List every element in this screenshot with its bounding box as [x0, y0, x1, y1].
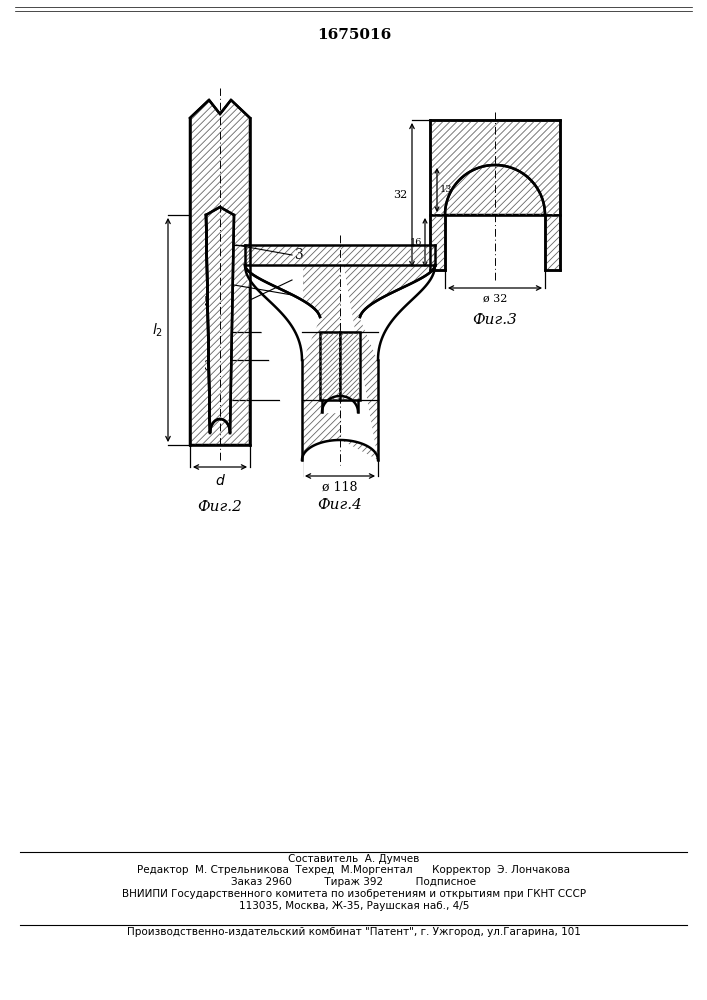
Text: 32: 32 [204, 360, 220, 372]
Text: 113035, Москва, Ж-35, Раушская наб., 4/5: 113035, Москва, Ж-35, Раушская наб., 4/5 [239, 901, 469, 911]
Text: ВНИИПИ Государственного комитета по изобретениям и открытиям при ГКНТ СССР: ВНИИПИ Государственного комитета по изоб… [122, 889, 586, 899]
Text: Редактор  М. Стрельникова  Техред  М.Моргентал      Корректор  Э. Лончакова: Редактор М. Стрельникова Техред М.Морген… [137, 865, 571, 875]
Polygon shape [320, 332, 340, 400]
Polygon shape [445, 165, 545, 215]
Text: 1: 1 [295, 288, 304, 302]
Polygon shape [360, 265, 435, 360]
Text: 32: 32 [393, 190, 407, 200]
Text: Фиг.2: Фиг.2 [197, 500, 243, 514]
Polygon shape [190, 100, 250, 445]
Text: Фиг.3: Фиг.3 [472, 313, 518, 327]
Polygon shape [545, 215, 560, 270]
Text: 55: 55 [204, 296, 220, 309]
Polygon shape [245, 245, 341, 460]
Polygon shape [340, 245, 435, 460]
Polygon shape [430, 120, 560, 215]
Text: 13: 13 [440, 186, 452, 194]
Text: ø 118: ø 118 [322, 481, 358, 494]
Polygon shape [206, 207, 234, 433]
Text: 1675016: 1675016 [317, 28, 391, 42]
Text: Составитель  А. Думчев: Составитель А. Думчев [288, 854, 420, 864]
Text: $l_2$: $l_2$ [152, 321, 163, 339]
Text: Заказ 2960          Тираж 392          Подписное: Заказ 2960 Тираж 392 Подписное [231, 877, 477, 887]
Text: 16: 16 [409, 238, 422, 247]
Text: Производственно-издательский комбинат "Патент", г. Ужгород, ул.Гагарина, 101: Производственно-издательский комбинат "П… [127, 927, 581, 937]
Text: Фиг.4: Фиг.4 [317, 498, 363, 512]
Text: ø 32: ø 32 [483, 294, 507, 304]
Polygon shape [340, 332, 360, 400]
Text: 2: 2 [295, 273, 304, 287]
Polygon shape [245, 265, 320, 360]
Polygon shape [430, 215, 445, 270]
Text: 3: 3 [295, 248, 304, 262]
Text: $d$: $d$ [214, 473, 226, 488]
